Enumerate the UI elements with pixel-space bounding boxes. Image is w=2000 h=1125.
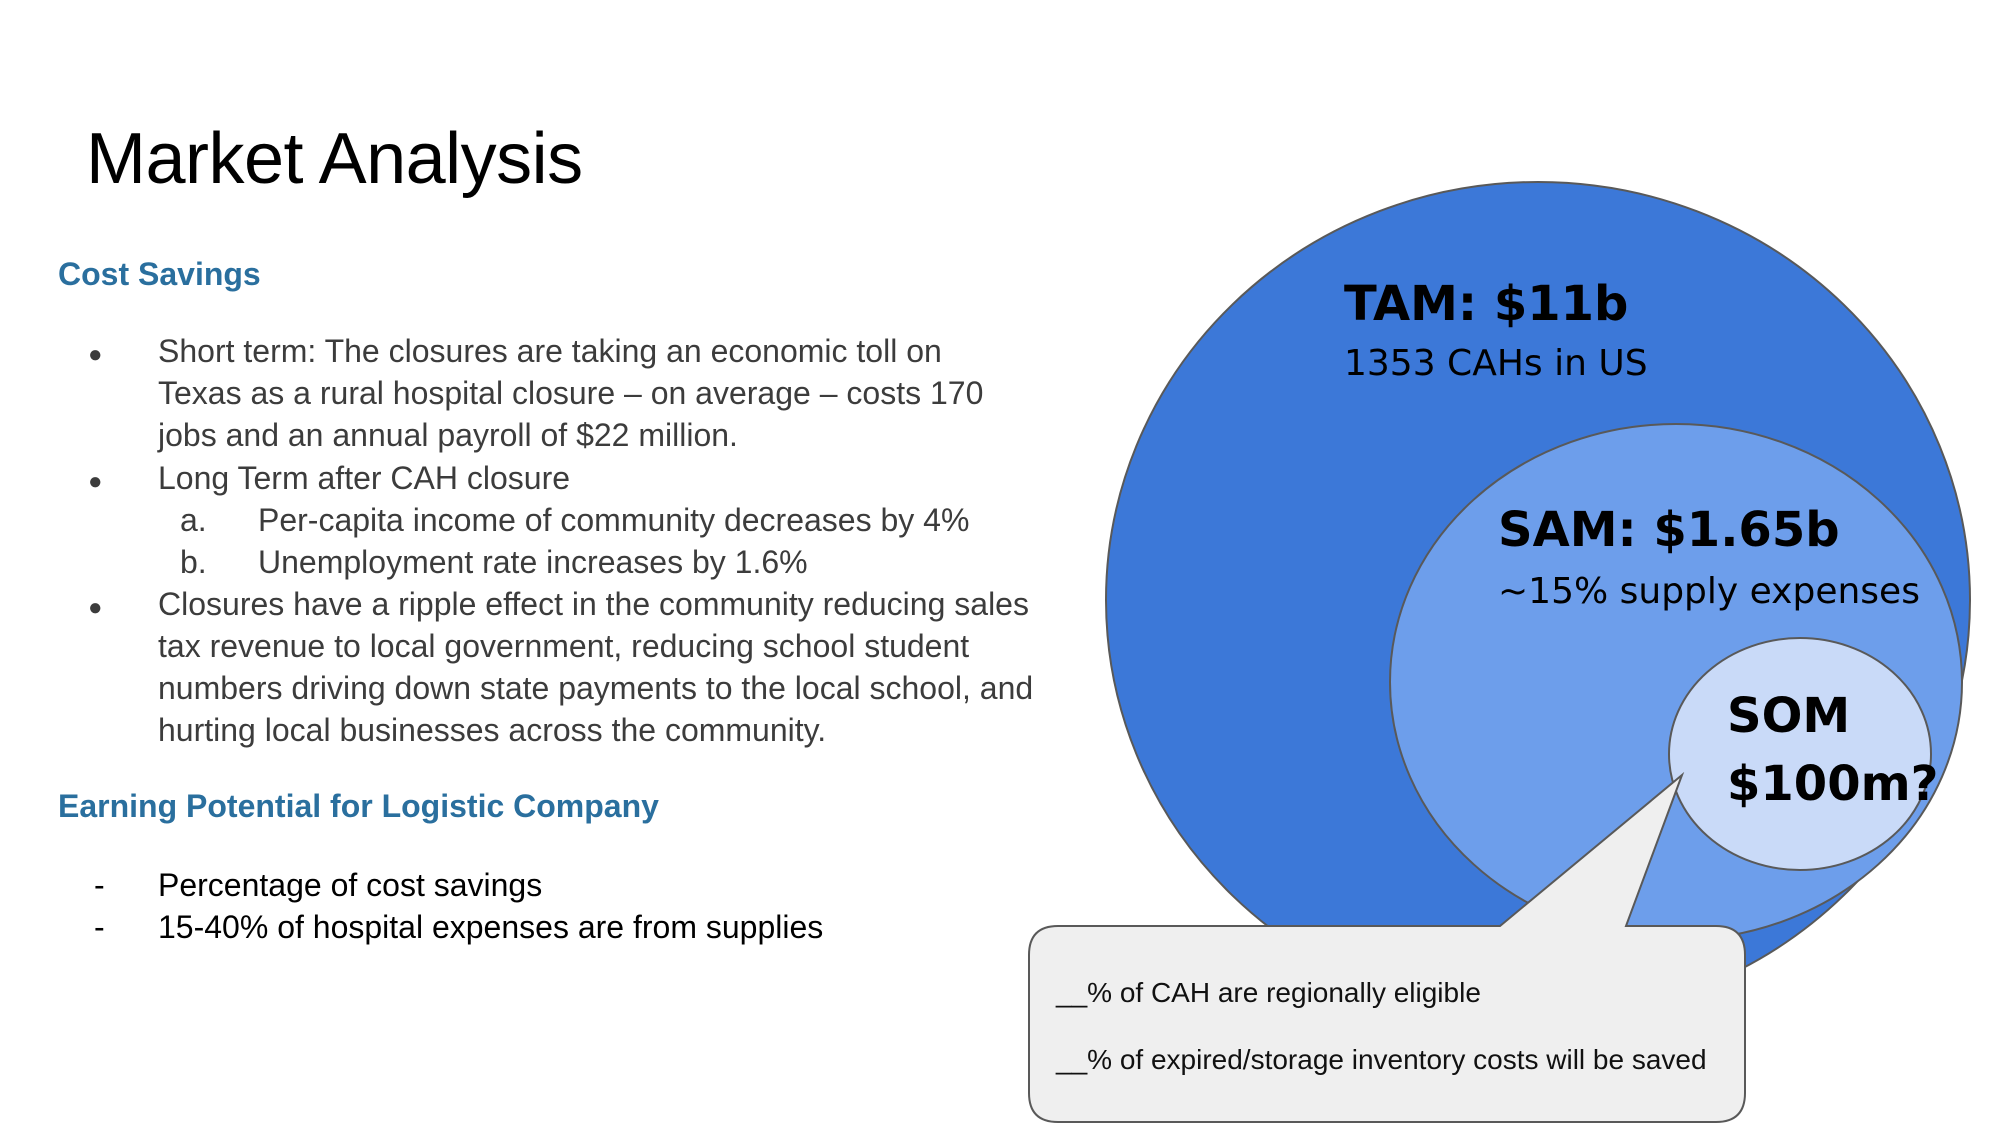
bullet-marker: ● xyxy=(88,341,103,368)
list-item-line: 15-40% of hospital expenses are from sup… xyxy=(158,909,824,945)
callout-bubble xyxy=(1028,771,1746,1123)
list-item-line: tax revenue to local government, reducin… xyxy=(158,628,970,664)
page-title: Market Analysis xyxy=(86,119,583,199)
list-item-line: Per-capita income of community decreases… xyxy=(258,502,970,538)
list-item-line: Texas as a rural hospital closure – on a… xyxy=(158,375,984,411)
cost-savings-heading: Cost Savings xyxy=(58,256,261,292)
list-item-line: Short term: The closures are taking an e… xyxy=(158,333,942,369)
dash-marker: - xyxy=(94,867,105,903)
list-item-line: hurting local businesses across the comm… xyxy=(158,712,827,748)
callout-line-savings: __% of expired/storage inventory costs w… xyxy=(1056,1044,1707,1075)
callout-line-eligible: __% of CAH are regionally eligible xyxy=(1056,977,1481,1008)
tam-subtitle: 1353 CAHs in US xyxy=(1344,343,1648,384)
earning-potential-heading: Earning Potential for Logistic Company xyxy=(58,788,659,824)
dash-marker: - xyxy=(94,909,105,945)
sub-item-marker: a. xyxy=(180,502,207,538)
som-value: $100m? xyxy=(1727,756,1938,812)
sam-label: SAM: $1.65b xyxy=(1498,502,1840,558)
list-item-line: numbers driving down state payments to t… xyxy=(158,670,1034,706)
bullet-marker: ● xyxy=(88,468,103,495)
sam-subtitle: ~15% supply expenses xyxy=(1498,571,1920,612)
sub-item-marker: b. xyxy=(180,544,207,580)
bullet-marker: ● xyxy=(88,594,103,621)
list-item-line: Closures have a ripple effect in the com… xyxy=(158,586,1029,622)
list-item-line: Percentage of cost savings xyxy=(158,867,543,903)
som-label: SOM xyxy=(1727,688,1850,744)
list-item-line: jobs and an annual payroll of $22 millio… xyxy=(158,417,738,453)
tam-label: TAM: $11b xyxy=(1344,276,1628,332)
som-circle xyxy=(1668,637,1932,871)
list-item-line: Long Term after CAH closure xyxy=(158,460,571,496)
list-item-line: Unemployment rate increases by 1.6% xyxy=(258,544,808,580)
